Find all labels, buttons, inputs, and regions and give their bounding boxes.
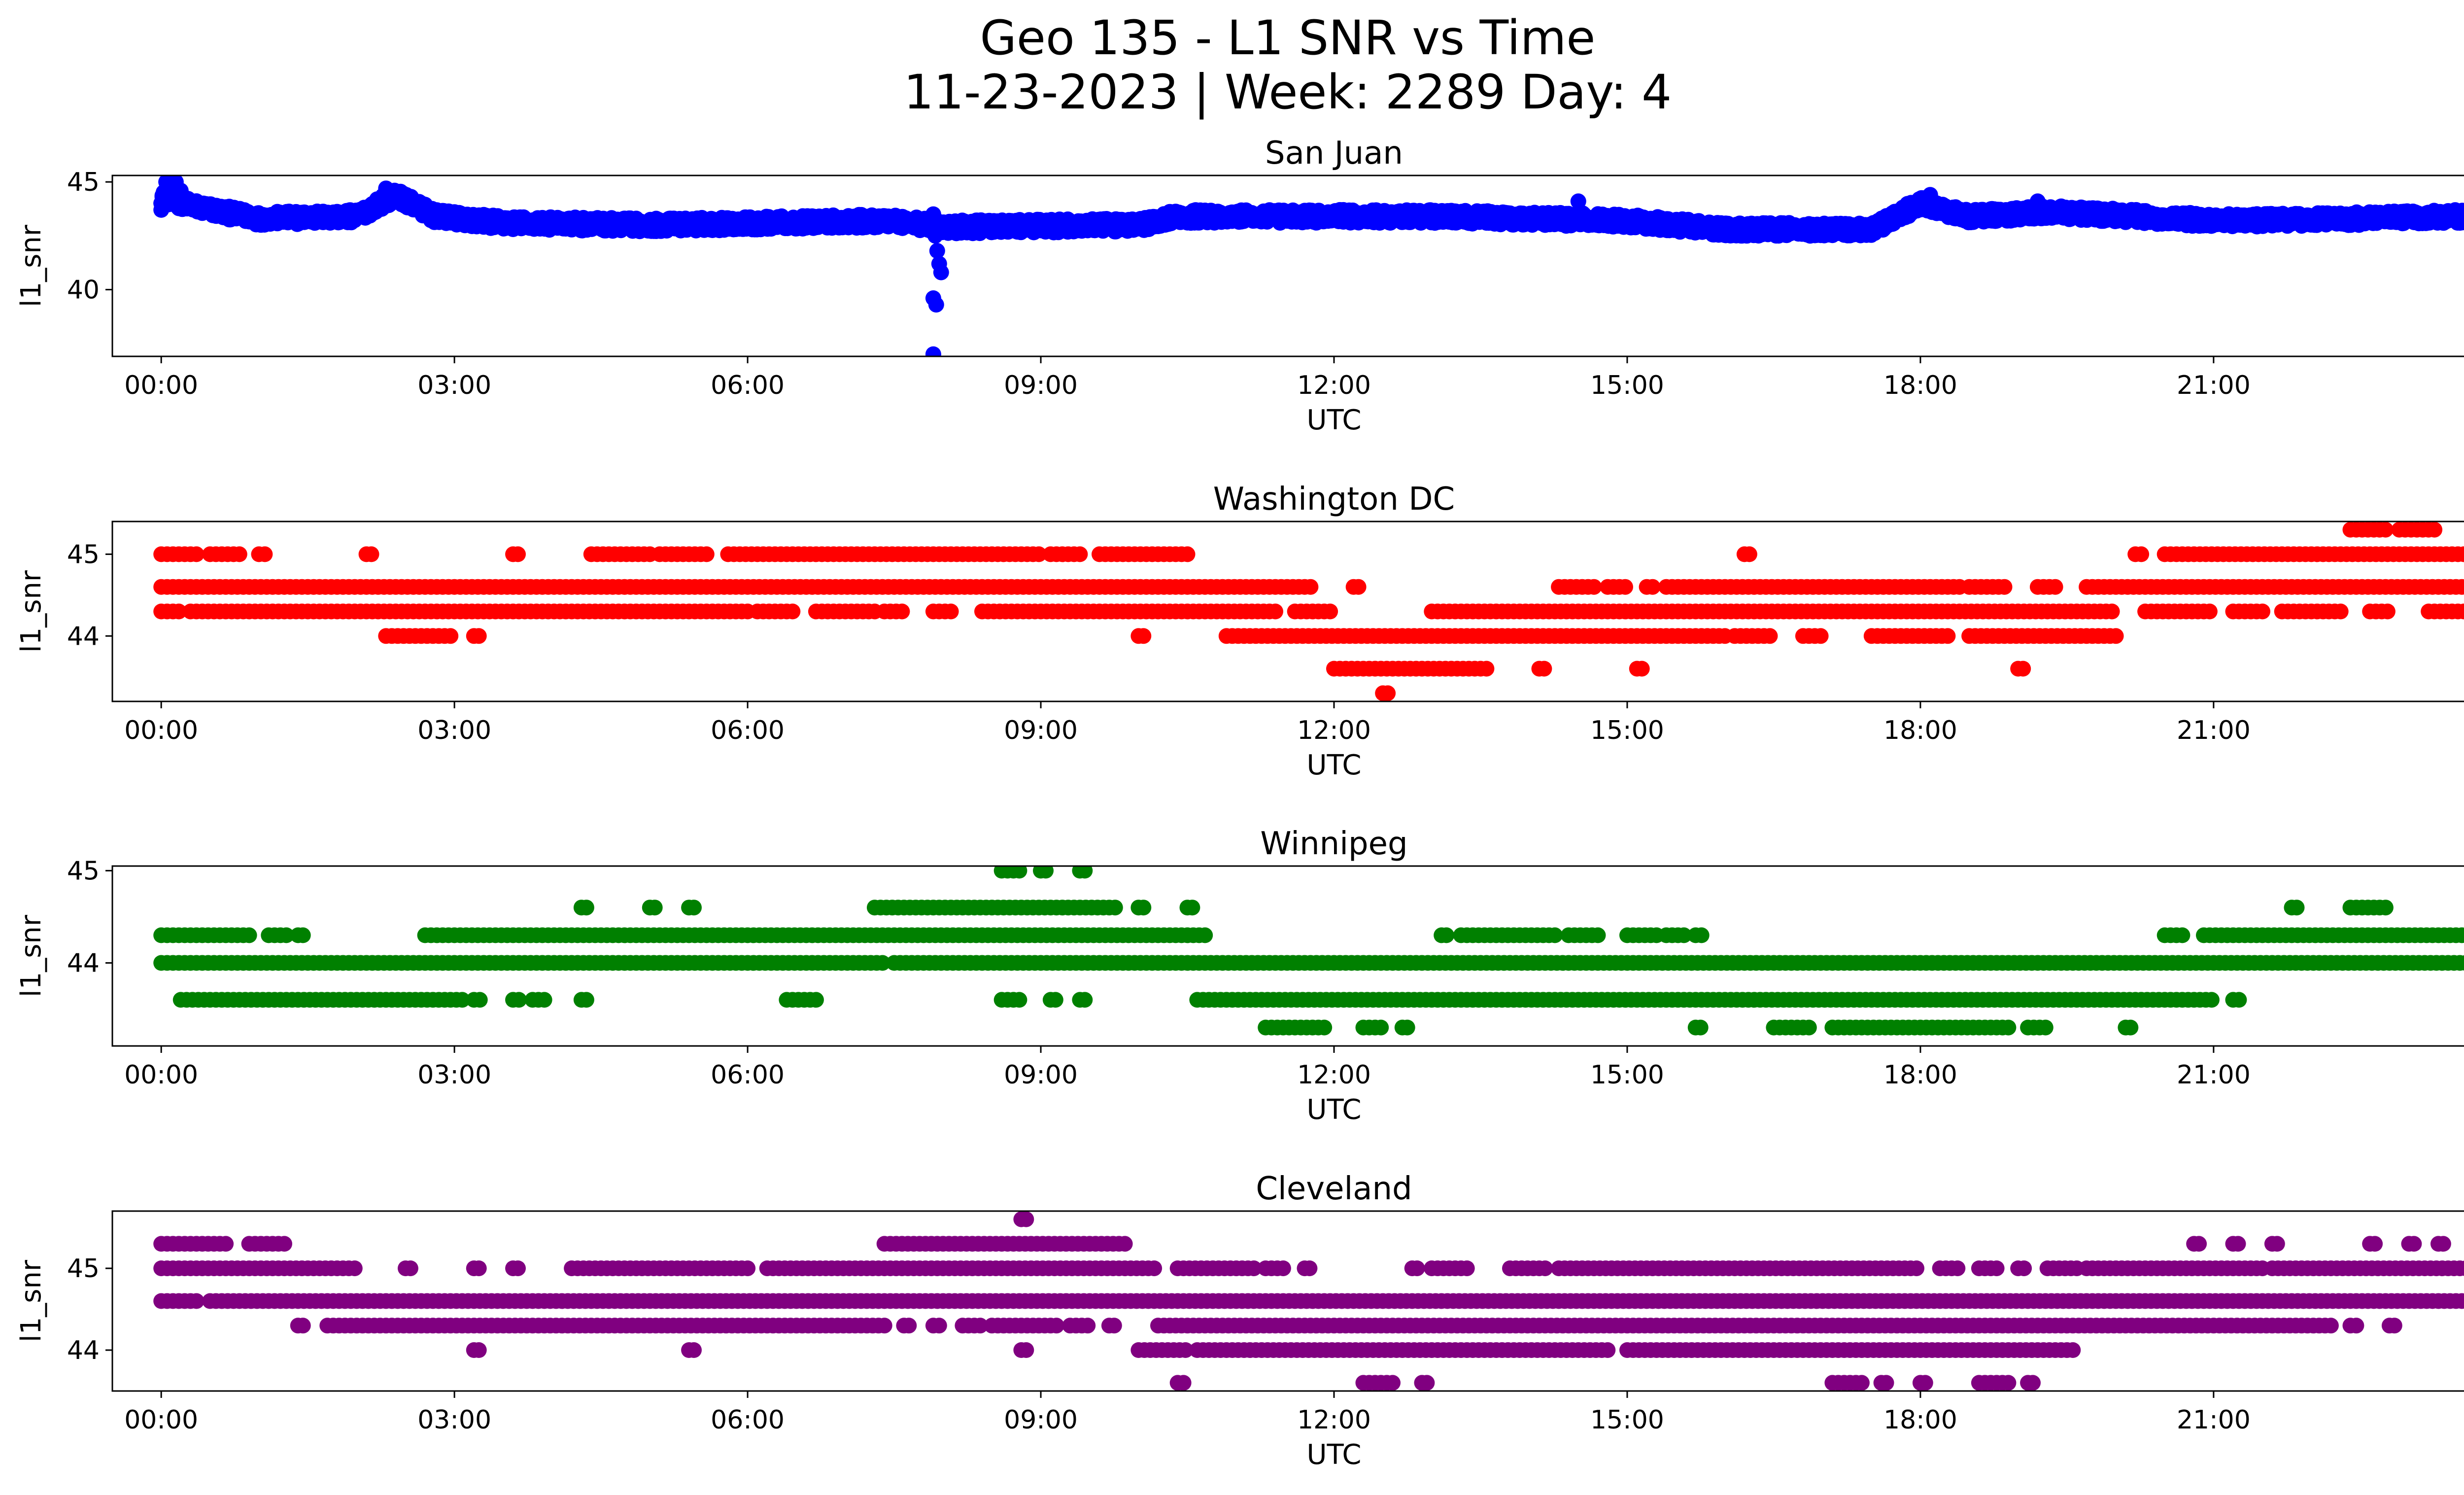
x-tick-label: 18:00 bbox=[1883, 371, 1957, 400]
x-tick-label: 06:00 bbox=[711, 371, 785, 400]
data-point bbox=[1179, 546, 1196, 562]
figure-title-line1: Geo 135 - L1 SNR vs Time bbox=[980, 10, 1596, 66]
x-tick-label: 21:00 bbox=[2177, 371, 2251, 400]
data-point bbox=[2332, 603, 2349, 620]
data-point bbox=[1617, 579, 1633, 595]
panel-san-juan-xlabel: UTC bbox=[1306, 404, 1361, 436]
data-point bbox=[1302, 579, 1319, 595]
data-point bbox=[510, 546, 526, 562]
data-point bbox=[1267, 603, 1283, 620]
data-point bbox=[2047, 579, 2063, 595]
panel-san-juan-ylabel: l1_snr bbox=[15, 224, 47, 307]
data-point bbox=[1322, 603, 1338, 620]
data-point bbox=[1644, 579, 1661, 595]
data-point bbox=[172, 182, 189, 199]
data-point bbox=[2029, 193, 2046, 209]
data-point bbox=[1586, 579, 1602, 595]
data-point bbox=[2377, 522, 2394, 538]
panel-san-juan-title: San Juan bbox=[1265, 135, 1403, 172]
x-tick-label: 00:00 bbox=[124, 371, 198, 400]
data-point bbox=[943, 603, 959, 620]
panel-san-juan: San Juan 00:00 03:00 06:00 09:00 12:00 15:00 18… bbox=[15, 135, 2464, 436]
panel-washington-dc-title: Washington DC bbox=[1213, 481, 1455, 518]
x-tick-label: 09:00 bbox=[1004, 371, 1078, 400]
data-point bbox=[785, 603, 801, 620]
data-point bbox=[471, 628, 487, 644]
data-point bbox=[2255, 603, 2270, 620]
data-point bbox=[933, 264, 949, 280]
data-point bbox=[2104, 603, 2120, 620]
data-point bbox=[231, 546, 247, 562]
data-point bbox=[188, 546, 205, 562]
panel-san-juan-points bbox=[153, 175, 2464, 356]
data-point bbox=[1135, 628, 1152, 644]
data-point bbox=[257, 546, 273, 562]
data-point bbox=[153, 202, 170, 218]
x-tick-label: 12:00 bbox=[1297, 371, 1371, 400]
data-point bbox=[1996, 579, 2013, 595]
data-point bbox=[2201, 603, 2218, 620]
x-tick-label: 03:00 bbox=[417, 371, 491, 400]
data-point bbox=[2133, 546, 2150, 562]
data-point bbox=[894, 603, 910, 620]
data-point bbox=[2379, 603, 2396, 620]
x-tick-label: 15:00 bbox=[1590, 371, 1664, 400]
data-point bbox=[925, 206, 941, 222]
data-point bbox=[698, 546, 715, 562]
data-point bbox=[2427, 522, 2443, 538]
y-tick-label: 40 bbox=[67, 276, 100, 305]
data-point bbox=[1741, 546, 1757, 562]
figure-title-line2: 11-23-2023 | Week: 2289 Day: 4 bbox=[904, 65, 1672, 120]
data-point bbox=[928, 297, 944, 313]
data-point bbox=[1350, 579, 1367, 595]
data-point bbox=[378, 180, 394, 197]
data-point bbox=[363, 546, 379, 562]
data-point bbox=[443, 628, 459, 644]
data-point bbox=[927, 228, 943, 244]
y-tick-label: 45 bbox=[67, 168, 100, 197]
data-point bbox=[1570, 193, 1586, 209]
data-point bbox=[1922, 187, 1938, 203]
data-point bbox=[1072, 546, 1088, 562]
